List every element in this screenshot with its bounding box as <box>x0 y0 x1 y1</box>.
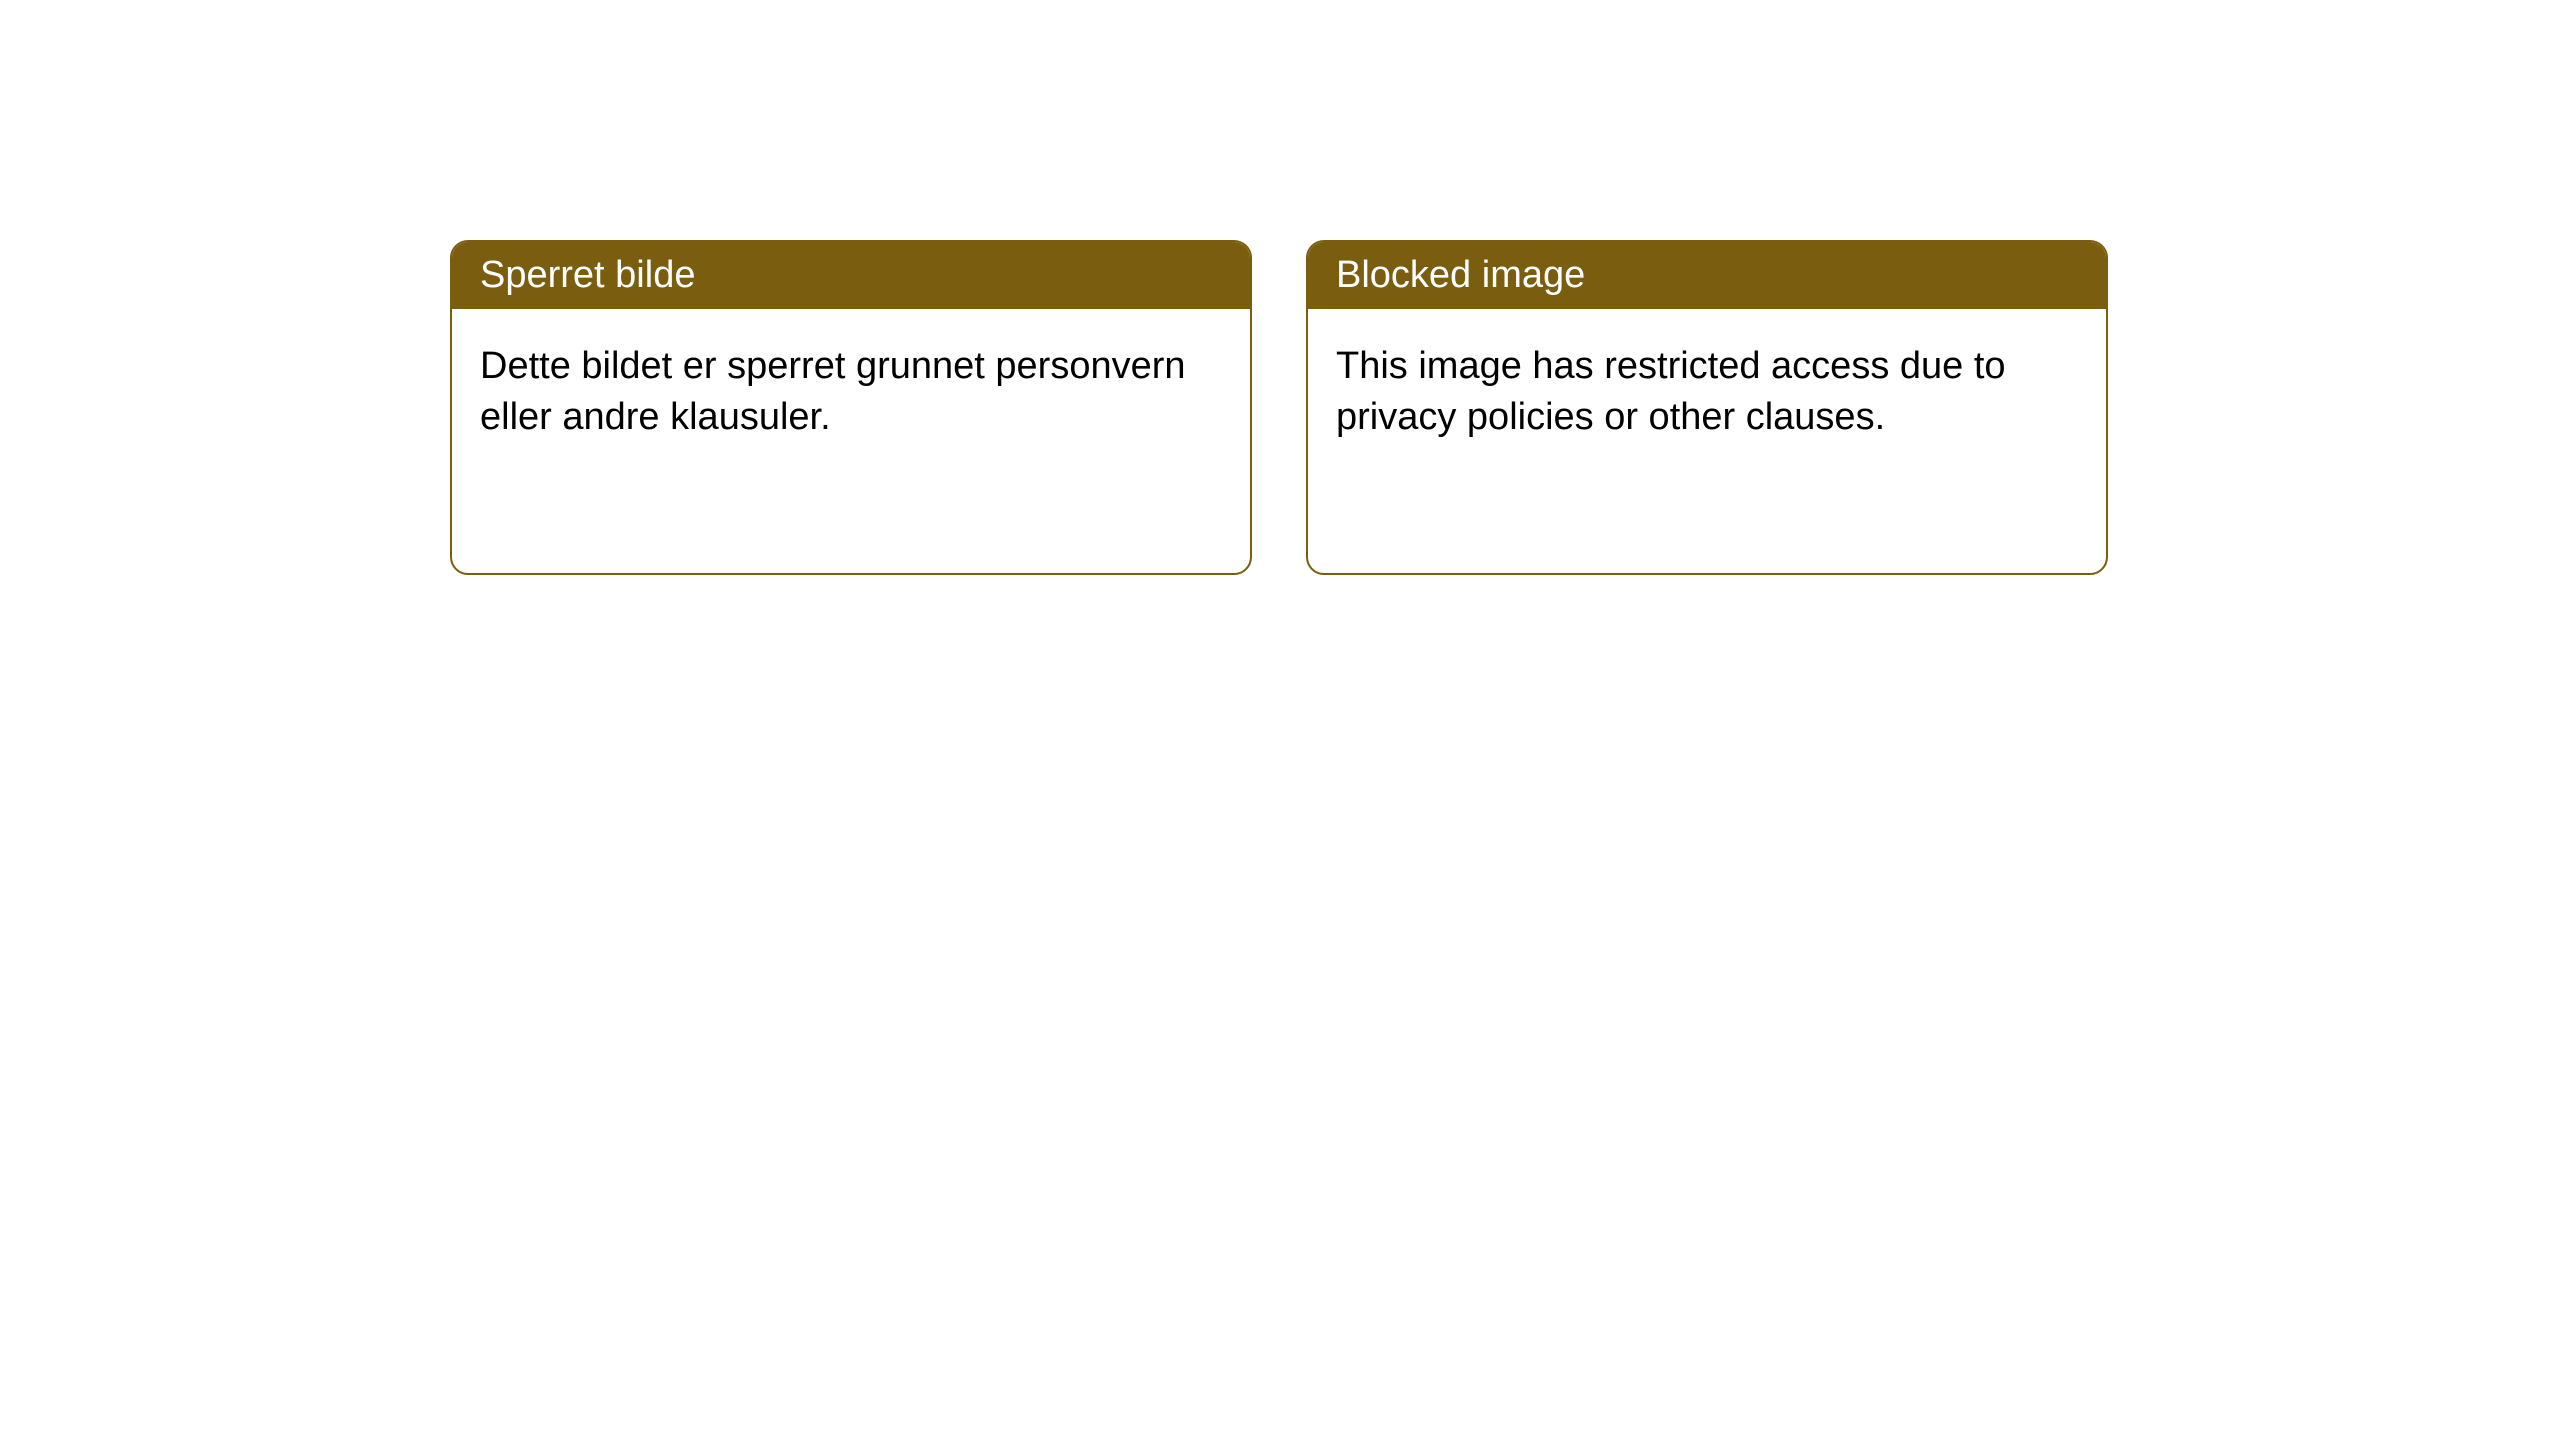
notice-card-en: Blocked image This image has restricted … <box>1306 240 2108 575</box>
notice-header-no: Sperret bilde <box>452 242 1250 309</box>
notice-body-en: This image has restricted access due to … <box>1308 309 2106 573</box>
notice-body-no: Dette bildet er sperret grunnet personve… <box>452 309 1250 573</box>
notice-header-en: Blocked image <box>1308 242 2106 309</box>
notice-container: Sperret bilde Dette bildet er sperret gr… <box>450 240 2108 575</box>
notice-card-no: Sperret bilde Dette bildet er sperret gr… <box>450 240 1252 575</box>
